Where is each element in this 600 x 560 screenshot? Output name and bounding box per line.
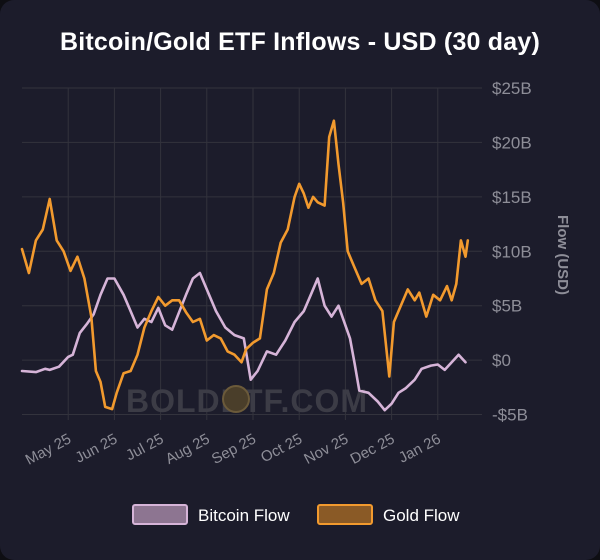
- y-tick-label: $5B: [492, 297, 522, 316]
- x-tick-label: Oct 25: [258, 431, 305, 467]
- legend-label: Bitcoin Flow: [198, 506, 290, 525]
- x-tick-label: Sep 25: [209, 431, 259, 468]
- x-tick-label: Nov 25: [301, 431, 351, 468]
- legend-swatch: [317, 504, 373, 525]
- y-axis-label: Flow (USD): [554, 215, 571, 295]
- x-tick-label: Jul 25: [123, 431, 166, 465]
- x-tick-label: Jun 25: [73, 431, 121, 467]
- y-axis-ticks: $25B $20B $15B $10B $5B $0 -$5B: [492, 79, 532, 425]
- x-tick-label: Dec 25: [348, 431, 398, 468]
- series-lines: [20, 119, 470, 412]
- x-tick-label: Aug 25: [163, 431, 213, 468]
- y-tick-label: $0: [492, 351, 511, 370]
- watermark-logo-icon: [222, 385, 250, 413]
- series-line-gold-flow: [20, 119, 470, 411]
- y-tick-label: $25B: [492, 79, 532, 98]
- y-tick-label: $20B: [492, 133, 532, 152]
- series-line-bitcoin-flow: [20, 271, 467, 412]
- legend-label: Gold Flow: [383, 506, 460, 525]
- legend-swatch: [132, 504, 188, 525]
- y-tick-label: -$5B: [492, 406, 528, 425]
- y-tick-label: $15B: [492, 188, 532, 207]
- chart-title: Bitcoin/Gold ETF Inflows - USD (30 day): [59, 28, 541, 56]
- x-tick-label: May 25: [23, 431, 74, 469]
- grid-lines: [22, 87, 482, 420]
- y-tick-label: $10B: [492, 242, 532, 261]
- x-tick-label: Jan 26: [396, 431, 444, 467]
- legend: Bitcoin Flow Gold Flow: [132, 504, 460, 525]
